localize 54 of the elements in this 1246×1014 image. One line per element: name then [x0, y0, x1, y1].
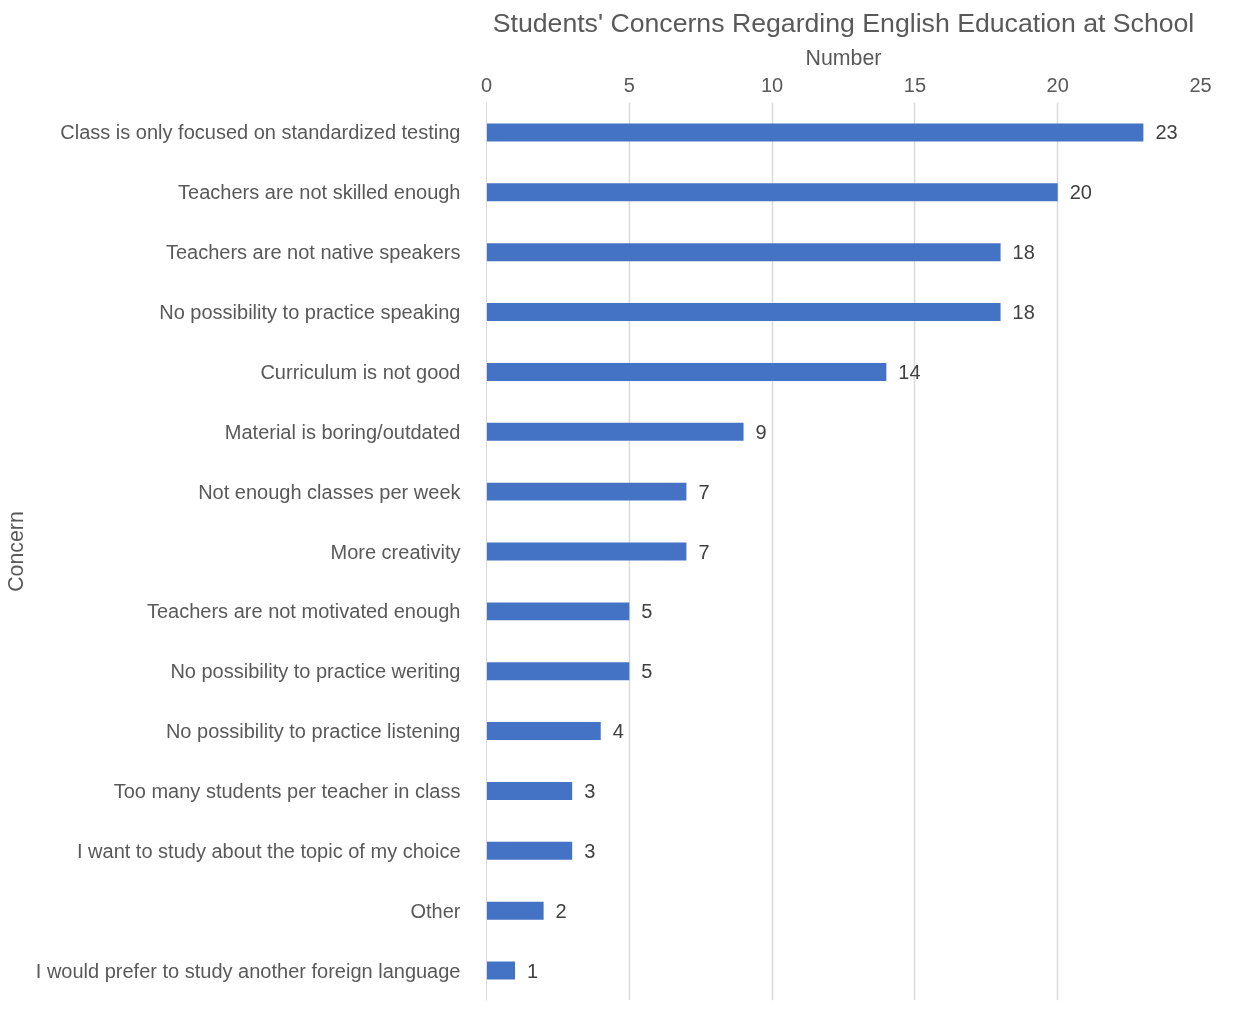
x-axis-title: Number — [805, 45, 882, 70]
y-tick-label: I want to study about the topic of my choice — [76, 839, 461, 862]
data-label: 3 — [584, 839, 596, 862]
y-tick-label: No possibility to practice speaking — [159, 301, 461, 324]
bar — [486, 901, 544, 920]
bar — [486, 722, 601, 741]
data-label: 23 — [1155, 121, 1178, 144]
data-label: 1 — [527, 959, 539, 982]
bar — [486, 303, 1001, 322]
bar — [486, 243, 1001, 262]
y-tick-label: No possibility to practice weriting — [170, 660, 461, 683]
bar — [486, 781, 573, 800]
data-label: 7 — [698, 540, 710, 563]
y-tick-label: Teachers are not motivated enough — [146, 600, 461, 623]
bar — [486, 542, 687, 561]
data-label: 5 — [641, 600, 653, 623]
x-tick-label: 0 — [480, 73, 493, 96]
y-tick-label: Too many students per teacher in class — [113, 779, 461, 802]
y-tick-label: Class is only focused on standardized testing — [60, 121, 461, 144]
x-tick-label: 10 — [760, 73, 784, 96]
y-tick-label: Material is boring/outdated — [224, 420, 461, 443]
chart-title: Students' Concerns Regarding English Education at School — [492, 7, 1195, 38]
bar — [486, 123, 1144, 142]
y-tick-label: I would prefer to study another foreign language — [35, 959, 461, 982]
x-tick-label: 5 — [623, 73, 635, 96]
y-tick-label: No possibility to practice listening — [165, 720, 461, 743]
y-tick-label: Other — [410, 899, 461, 922]
y-tick-label: Curriculum is not good — [260, 360, 461, 383]
y-tick-label: Teachers are not skilled enough — [178, 181, 461, 204]
x-tick-label: 15 — [903, 73, 927, 96]
bar — [486, 961, 516, 980]
x-tick-label: 25 — [1189, 73, 1212, 96]
data-label: 14 — [898, 360, 921, 383]
y-tick-label: Not enough classes per week — [198, 480, 462, 503]
data-label: 9 — [755, 420, 767, 443]
y-tick-label: More creativity — [330, 540, 461, 563]
data-label: 4 — [612, 720, 624, 743]
data-label: 18 — [1012, 241, 1035, 264]
bar — [486, 482, 687, 501]
bar — [486, 662, 630, 681]
data-label: 18 — [1012, 301, 1035, 324]
data-label: 5 — [641, 660, 653, 683]
data-label: 3 — [584, 779, 596, 802]
y-tick-label: Teachers are not native speakers — [165, 241, 461, 264]
y-axis-title: Concern — [3, 511, 28, 592]
x-tick-label: 20 — [1046, 73, 1069, 96]
data-label: 2 — [555, 899, 567, 922]
bar — [486, 602, 630, 621]
data-label: 20 — [1069, 181, 1092, 204]
bar — [486, 362, 887, 381]
bar — [486, 183, 1058, 202]
bar — [486, 422, 744, 441]
data-label: 7 — [698, 480, 710, 503]
bar — [486, 841, 573, 860]
